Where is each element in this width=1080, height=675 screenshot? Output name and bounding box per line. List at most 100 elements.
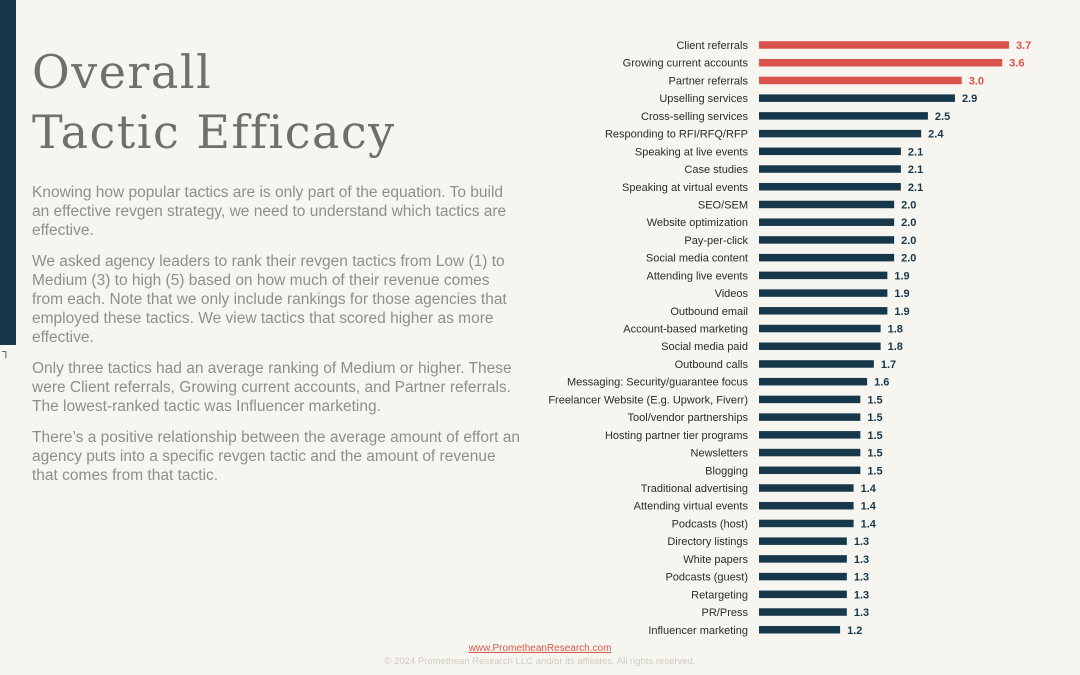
left-accent-bar <box>0 0 16 345</box>
bar <box>759 590 847 599</box>
bar <box>759 431 861 439</box>
category-label: Hosting partner tier programs <box>605 430 749 442</box>
bar <box>759 218 895 226</box>
bar <box>759 200 895 209</box>
value-label: 1.4 <box>861 483 877 495</box>
bar <box>759 147 901 156</box>
bar <box>759 112 928 120</box>
category-label: White papers <box>683 554 748 566</box>
bar <box>759 448 861 457</box>
bar <box>759 342 881 350</box>
category-label: Website optimization <box>647 217 748 229</box>
value-label: 1.4 <box>861 501 877 513</box>
bar <box>759 377 868 386</box>
category-label: PR/Press <box>702 607 749 619</box>
bar <box>759 413 861 421</box>
bar <box>759 58 1003 67</box>
bar <box>759 555 847 563</box>
category-label: Case studies <box>684 164 748 176</box>
value-label: 1.3 <box>854 536 869 548</box>
value-label: 1.9 <box>894 306 909 318</box>
category-label: Newsletters <box>691 448 749 460</box>
footer-website-link[interactable]: www.PrometheanResearch.com <box>468 643 612 654</box>
value-label: 1.5 <box>867 394 882 406</box>
bar <box>759 94 955 102</box>
category-label: Responding to RFI/RFQ/RFP <box>605 129 748 141</box>
bar <box>759 324 881 333</box>
category-label: Videos <box>715 288 749 300</box>
category-label: Cross-selling services <box>641 111 748 123</box>
value-label: 1.8 <box>888 324 903 336</box>
value-label: 3.6 <box>1009 58 1024 70</box>
category-label: Retargeting <box>691 589 748 601</box>
category-label: Upselling services <box>659 93 748 105</box>
category-label: Pay-per-click <box>684 235 748 247</box>
value-label: 3.0 <box>969 75 984 87</box>
value-label: 1.3 <box>854 607 869 619</box>
category-label: Attending live events <box>646 270 748 282</box>
bar <box>759 41 1009 49</box>
page-title-line-1: Overall <box>32 45 213 99</box>
category-label: Podcasts (host) <box>672 518 748 530</box>
category-label: Podcasts (guest) <box>665 572 748 584</box>
bar <box>759 129 922 138</box>
bar <box>759 165 901 173</box>
value-label: 2.9 <box>962 93 977 105</box>
category-label: Social media content <box>646 253 748 265</box>
bar <box>759 466 861 475</box>
bar <box>759 395 861 404</box>
bar <box>759 519 854 528</box>
value-label: 1.5 <box>867 430 882 442</box>
page-title: Overall Tactic Efficacy <box>32 42 452 162</box>
bar <box>759 236 895 244</box>
bar <box>759 289 888 297</box>
value-label: 2.5 <box>935 111 950 123</box>
paragraph-4: There’s a positive relationship between … <box>32 429 520 484</box>
category-label: Attending virtual events <box>634 501 749 513</box>
value-label: 2.4 <box>928 129 944 141</box>
category-label: Outbound calls <box>675 359 749 371</box>
value-label: 1.2 <box>847 625 862 637</box>
value-label: 1.9 <box>894 270 909 282</box>
category-label: Partner referrals <box>669 75 749 87</box>
category-label: Traditional advertising <box>641 483 748 495</box>
value-label: 1.7 <box>881 359 896 371</box>
paragraph-1: Knowing how popular tactics are is only … <box>32 184 507 239</box>
value-label: 1.9 <box>894 288 909 300</box>
bar <box>759 572 847 581</box>
value-label: 2.1 <box>908 146 923 158</box>
category-label: Messaging: Security/guarantee focus <box>567 377 748 389</box>
value-label: 2.1 <box>908 182 923 194</box>
value-label: 1.3 <box>854 554 869 566</box>
category-label: Account-based marketing <box>623 324 748 336</box>
value-label: 1.4 <box>861 518 877 530</box>
bar <box>759 537 847 545</box>
category-label: Tool/vendor partnerships <box>628 412 749 424</box>
category-label: Speaking at live events <box>635 146 749 158</box>
bar <box>759 484 854 492</box>
value-label: 2.1 <box>908 164 923 176</box>
page-title-line-2: Tactic Efficacy <box>32 105 396 159</box>
paragraph-2: We asked agency leaders to rank their re… <box>32 253 507 346</box>
bar <box>759 626 841 634</box>
bar <box>759 360 874 368</box>
category-label: Speaking at virtual events <box>622 182 748 194</box>
category-label: Social media paid <box>661 341 748 353</box>
category-label: SEO/SEM <box>698 199 748 211</box>
value-label: 1.3 <box>854 589 869 601</box>
value-label: 1.3 <box>854 572 869 584</box>
bar <box>759 307 888 315</box>
category-label: Directory listings <box>667 536 748 548</box>
value-label: 1.5 <box>867 412 882 424</box>
value-label: 2.0 <box>901 199 916 211</box>
value-label: 2.0 <box>901 253 916 265</box>
corner-tick-mark: ┐ <box>2 346 10 358</box>
category-label: Blogging <box>705 465 748 477</box>
bar <box>759 253 895 262</box>
bar <box>759 271 888 280</box>
category-label: Influencer marketing <box>648 625 748 637</box>
tactic-efficacy-bar-chart: Client referrals 3.7 Growing current accou… <box>548 40 1031 637</box>
bar <box>759 501 854 510</box>
value-label: 1.5 <box>867 465 882 477</box>
value-label: 2.0 <box>901 217 916 229</box>
